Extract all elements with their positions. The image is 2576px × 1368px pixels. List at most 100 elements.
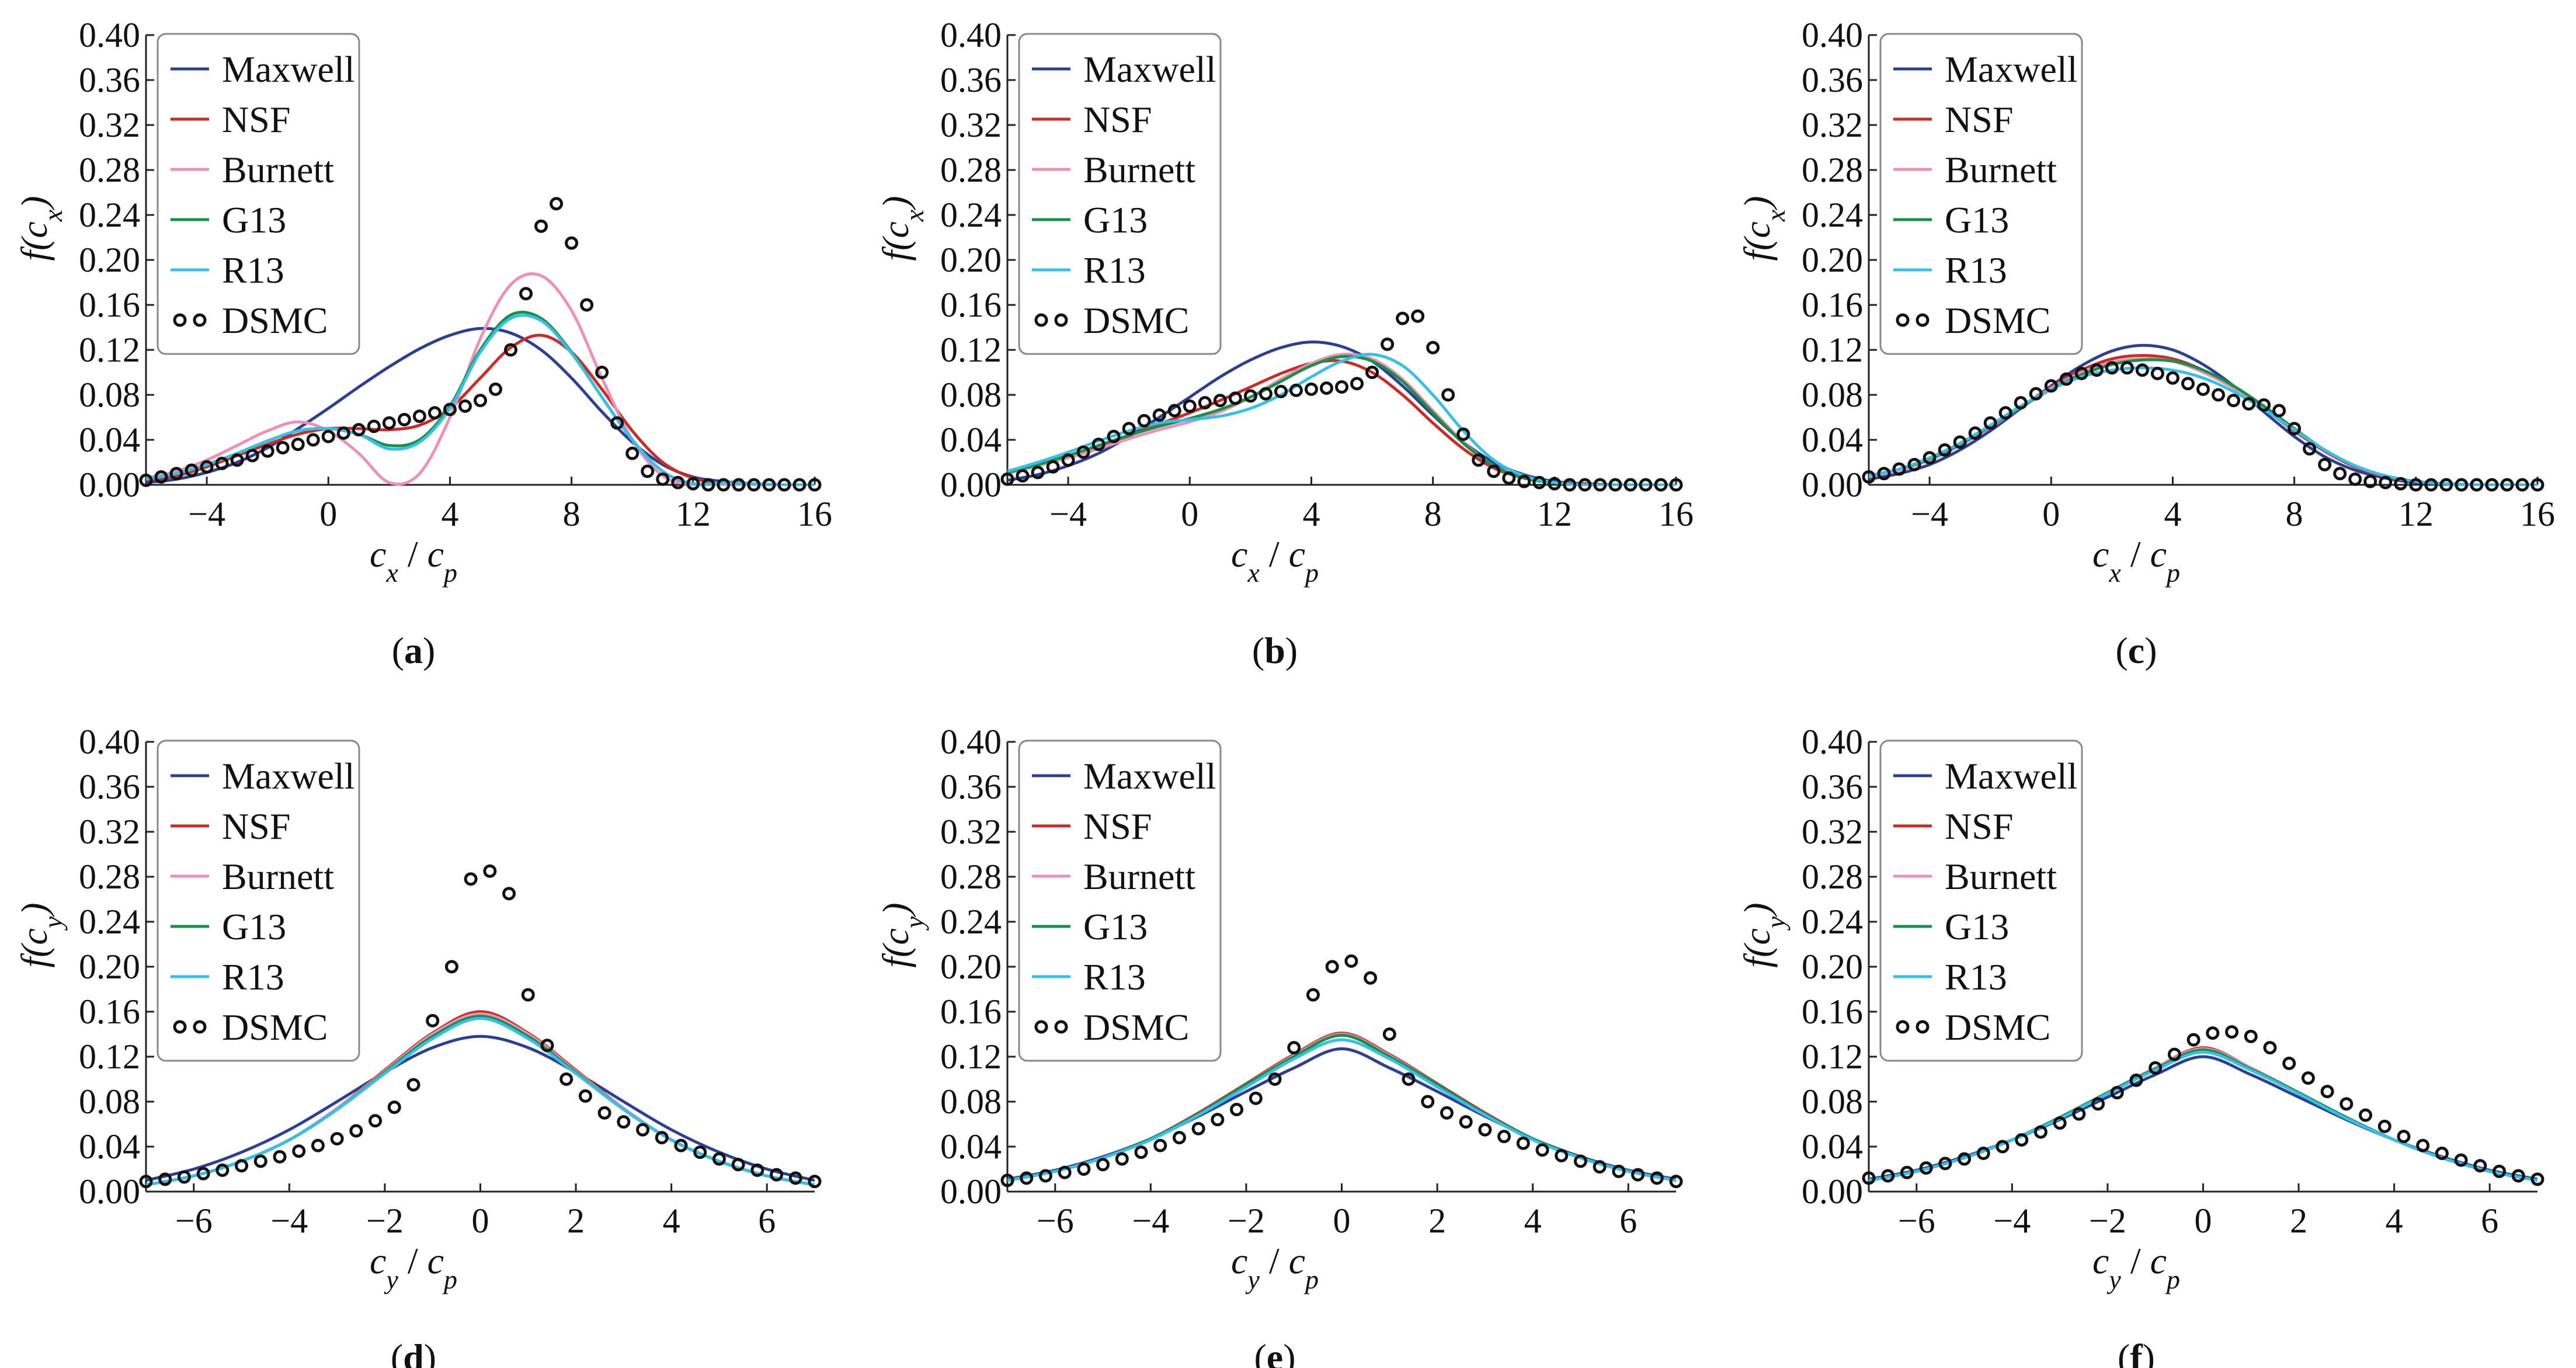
- legend-label-g13: G13: [1083, 199, 1148, 241]
- y-tick-label: 0.24: [940, 902, 1002, 941]
- y-tick-label: 0.12: [940, 331, 1002, 369]
- dsmc-point: [597, 1106, 611, 1120]
- legend-label-r13: R13: [222, 249, 284, 291]
- dsmc-point: [1183, 399, 1197, 413]
- y-tick-label: 0.28: [940, 857, 1002, 896]
- dsmc-point: [1289, 383, 1303, 397]
- legend-label-dsmc: DSMC: [222, 1006, 328, 1048]
- dsmc-point: [169, 467, 183, 481]
- dsmc-point: [1268, 1072, 1282, 1086]
- dsmc-point: [1456, 427, 1470, 441]
- y-tick-label: 0.32: [940, 813, 1002, 851]
- dsmc-point: [464, 872, 478, 886]
- curves-group: [1869, 343, 2537, 486]
- curves-group: [1007, 340, 1676, 486]
- legend-label-r13: R13: [1945, 249, 2007, 291]
- y-tick-label: 0.12: [79, 331, 140, 369]
- dsmc-point: [1122, 422, 1136, 436]
- dsmc-point: [1198, 395, 1212, 409]
- dsmc-point: [1137, 414, 1151, 428]
- x-tick-label: 0: [2042, 495, 2060, 533]
- dsmc-point: [655, 1131, 669, 1145]
- y-tick-label: 0.32: [79, 106, 140, 144]
- dsmc-point: [412, 409, 426, 423]
- dsmc-point: [1287, 1041, 1301, 1055]
- y-tick-label: 0.20: [940, 241, 1002, 279]
- dsmc-point: [519, 287, 533, 301]
- x-tick-label: 2: [1428, 1202, 1446, 1240]
- y-tick-label: 0.32: [1802, 813, 1863, 851]
- legend-label-maxwell: Maxwell: [1083, 755, 1216, 797]
- dsmc-point: [1402, 1072, 1416, 1086]
- dsmc-point: [1535, 1143, 1549, 1157]
- y-tick-label: 0.16: [79, 992, 140, 1031]
- dsmc-point: [245, 449, 259, 463]
- legend-box: [157, 739, 360, 1062]
- x-tick-label: 8: [563, 495, 580, 533]
- dsmc-point: [2029, 387, 2043, 401]
- dsmc-point: [406, 1078, 420, 1092]
- panel-caption: (d): [391, 1336, 436, 1368]
- y-tick-label: 0.36: [1802, 768, 1863, 806]
- dsmc-point: [2165, 371, 2179, 385]
- dsmc-point: [2409, 478, 2423, 492]
- y-tick-label: 0.36: [79, 768, 140, 806]
- y-tick-label: 0.36: [940, 61, 1002, 99]
- dsmc-point: [2181, 377, 2195, 391]
- legend-marker-dsmc: [193, 313, 207, 327]
- x-tick-label: −2: [1228, 1202, 1265, 1240]
- x-tick-label: −4: [1132, 1202, 1169, 1240]
- legend-marker-dsmc: [1916, 1020, 1930, 1034]
- legend-label-nsf: NSF: [222, 99, 290, 140]
- dsmc-point: [196, 1166, 210, 1180]
- dsmc-point: [2455, 478, 2469, 492]
- y-axis-label: f(cy): [875, 902, 929, 967]
- legend-label-r13: R13: [1945, 956, 2007, 998]
- y-tick-label: 0.00: [940, 1172, 1002, 1211]
- legend-box: [1879, 739, 2083, 1062]
- dsmc-point: [2348, 472, 2362, 486]
- legend-box: [157, 33, 360, 355]
- dsmc-point: [253, 1154, 267, 1168]
- y-tick-label: 0.40: [940, 16, 1002, 54]
- dsmc-point: [1654, 478, 1668, 492]
- y-tick-label: 0.08: [940, 1082, 1002, 1121]
- dsmc-point: [792, 478, 806, 492]
- legend-label-g13: G13: [222, 906, 286, 947]
- dsmc-point: [1608, 478, 1622, 492]
- curves-group: [146, 272, 815, 486]
- dsmc-point: [808, 478, 822, 492]
- dsmc-point: [185, 463, 199, 477]
- dsmc-point: [641, 464, 655, 478]
- x-axis-label: cy / cp: [1231, 1240, 1319, 1294]
- chart-panel-e: 0.00 0.04 0.08 0.12 0.16 0.20 0.24 0.28 0.32 0.36…: [875, 723, 1683, 1368]
- dsmc-point: [1325, 960, 1339, 974]
- dsmc-point: [2282, 1057, 2296, 1071]
- dsmc-point: [2135, 363, 2149, 377]
- dsmc-point: [1976, 1147, 1990, 1161]
- y-tick-label: 0.24: [1802, 902, 1863, 941]
- dsmc-point: [2257, 398, 2271, 412]
- dsmc-point: [1441, 388, 1455, 402]
- dsmc-point: [215, 456, 229, 470]
- x-tick-label: 4: [441, 495, 458, 533]
- dsmc-point: [1134, 1145, 1148, 1159]
- x-tick-label: −2: [2089, 1202, 2126, 1240]
- x-tick-label: 12: [2398, 495, 2434, 533]
- dsmc-point: [580, 298, 594, 312]
- x-tick-label: 16: [2520, 495, 2555, 533]
- dsmc-point: [2110, 1086, 2124, 1100]
- dsmc-point: [2225, 1025, 2239, 1039]
- y-tick-label: 0.20: [79, 241, 140, 279]
- y-tick-label: 0.12: [940, 1037, 1002, 1076]
- legend-marker-dsmc: [193, 1020, 207, 1034]
- x-tick-label: 6: [2481, 1202, 2498, 1240]
- legend-label-maxwell: Maxwell: [1083, 48, 1216, 90]
- dsmc-point: [731, 1158, 745, 1172]
- dsmc-point: [2301, 1071, 2315, 1085]
- dsmc-point: [483, 864, 497, 878]
- x-tick-label: 8: [1424, 495, 1442, 533]
- y-tick-label: 0.16: [940, 992, 1002, 1031]
- series-line-r13: [146, 1017, 815, 1186]
